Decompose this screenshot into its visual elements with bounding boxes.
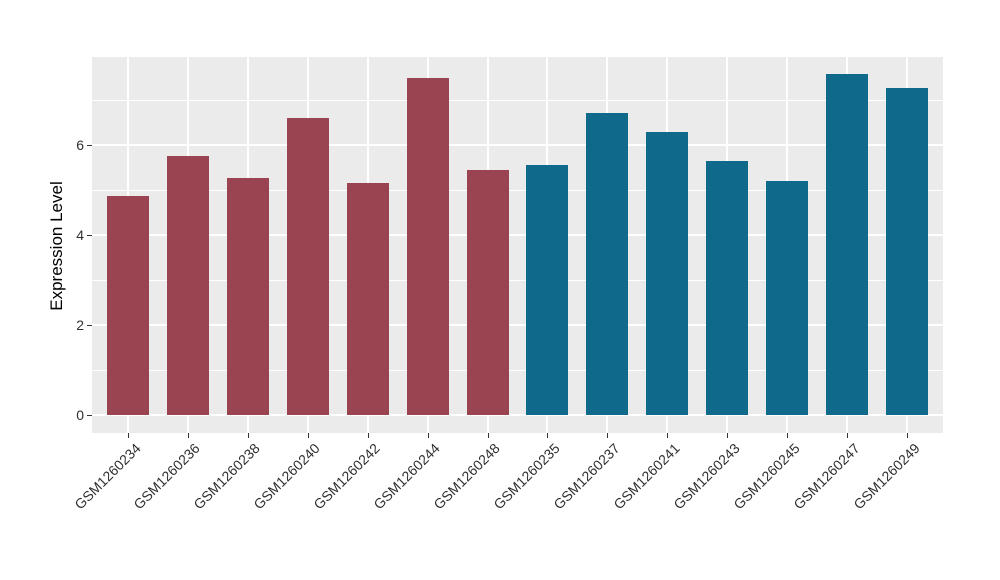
- bar: [706, 160, 749, 415]
- minor-gridline-y: [92, 370, 943, 371]
- y-tick-label: 0: [76, 407, 84, 423]
- minor-gridline-y: [92, 190, 943, 191]
- x-axis-tick: [547, 433, 549, 438]
- plot-panel: [92, 57, 943, 433]
- x-axis-tick: [667, 433, 669, 438]
- x-axis-tick: [487, 433, 489, 438]
- bar: [406, 78, 449, 415]
- major-gridline-y: [92, 234, 943, 236]
- minor-gridline-y: [92, 100, 943, 101]
- y-axis-tick: [87, 145, 92, 146]
- y-axis-tick: [87, 325, 92, 326]
- bar: [286, 118, 329, 415]
- bar: [826, 74, 869, 415]
- y-axis-tick: [87, 235, 92, 236]
- x-axis-tick: [307, 433, 309, 438]
- y-axis-tick: [87, 415, 92, 416]
- y-tick-label: 4: [76, 227, 84, 243]
- minor-gridline-y: [92, 280, 943, 281]
- bar: [586, 112, 629, 415]
- x-axis-tick: [607, 433, 609, 438]
- x-axis-tick: [727, 433, 729, 438]
- bar: [646, 131, 689, 415]
- x-axis-tick: [907, 433, 909, 438]
- bar: [466, 170, 509, 415]
- x-axis-tick: [847, 433, 849, 438]
- bar: [106, 195, 149, 415]
- x-axis-tick: [787, 433, 789, 438]
- x-axis-tick: [187, 433, 189, 438]
- x-axis-tick: [127, 433, 129, 438]
- x-axis-tick: [427, 433, 429, 438]
- y-tick-label: 6: [76, 137, 84, 153]
- y-tick-label: 2: [76, 317, 84, 333]
- x-axis-tick: [247, 433, 249, 438]
- major-gridline-y: [92, 144, 943, 146]
- bar: [526, 164, 569, 415]
- y-axis-title: Expression Level: [47, 181, 66, 311]
- bar: [766, 181, 809, 415]
- bar: [166, 156, 209, 415]
- bar: [226, 178, 269, 415]
- major-gridline-y: [92, 414, 943, 416]
- major-gridline-y: [92, 324, 943, 326]
- bar: [346, 182, 389, 415]
- x-axis-tick: [367, 433, 369, 438]
- bar: [886, 87, 929, 415]
